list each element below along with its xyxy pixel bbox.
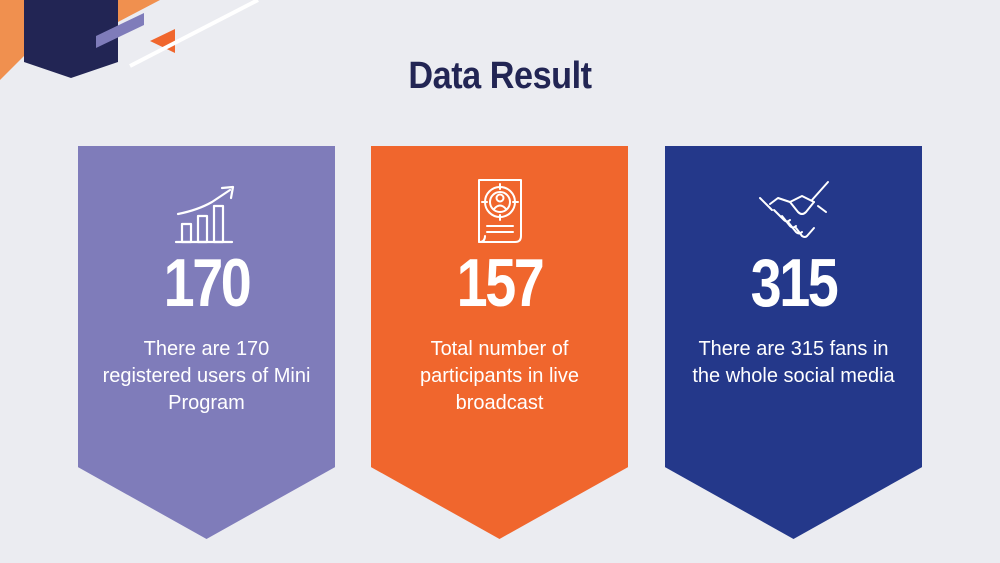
handshake-icon bbox=[758, 181, 829, 238]
stat-number: 170 bbox=[163, 245, 252, 321]
page-title: Data Result bbox=[408, 55, 592, 97]
target-document-icon bbox=[477, 179, 522, 243]
deco-white-line bbox=[129, 0, 259, 68]
deco-purple-bar bbox=[96, 13, 144, 48]
stat-description: There are 315 fans in the whole social m… bbox=[692, 338, 895, 387]
stat-card-participants: 157 Total number of participants in live… bbox=[371, 146, 628, 539]
growth-chart-icon bbox=[174, 185, 234, 244]
stat-description: There are 170 registered users of Mini P… bbox=[102, 338, 311, 414]
card-icon-wrapper bbox=[371, 176, 628, 246]
stat-card-fans: 315 There are 315 fans in the whole soci… bbox=[665, 146, 922, 539]
stat-description: Total number of participants in live bro… bbox=[420, 338, 579, 414]
corner-decoration bbox=[0, 0, 259, 80]
stat-number: 157 bbox=[456, 245, 545, 321]
deco-navy-hexagon bbox=[24, 0, 118, 78]
stat-card-users: 170 There are 170 registered users of Mi… bbox=[78, 146, 335, 539]
card-icon-wrapper bbox=[78, 176, 335, 246]
deco-orange-shape-2 bbox=[118, 0, 160, 22]
stat-number: 315 bbox=[750, 245, 839, 321]
card-icon-wrapper bbox=[665, 176, 922, 246]
